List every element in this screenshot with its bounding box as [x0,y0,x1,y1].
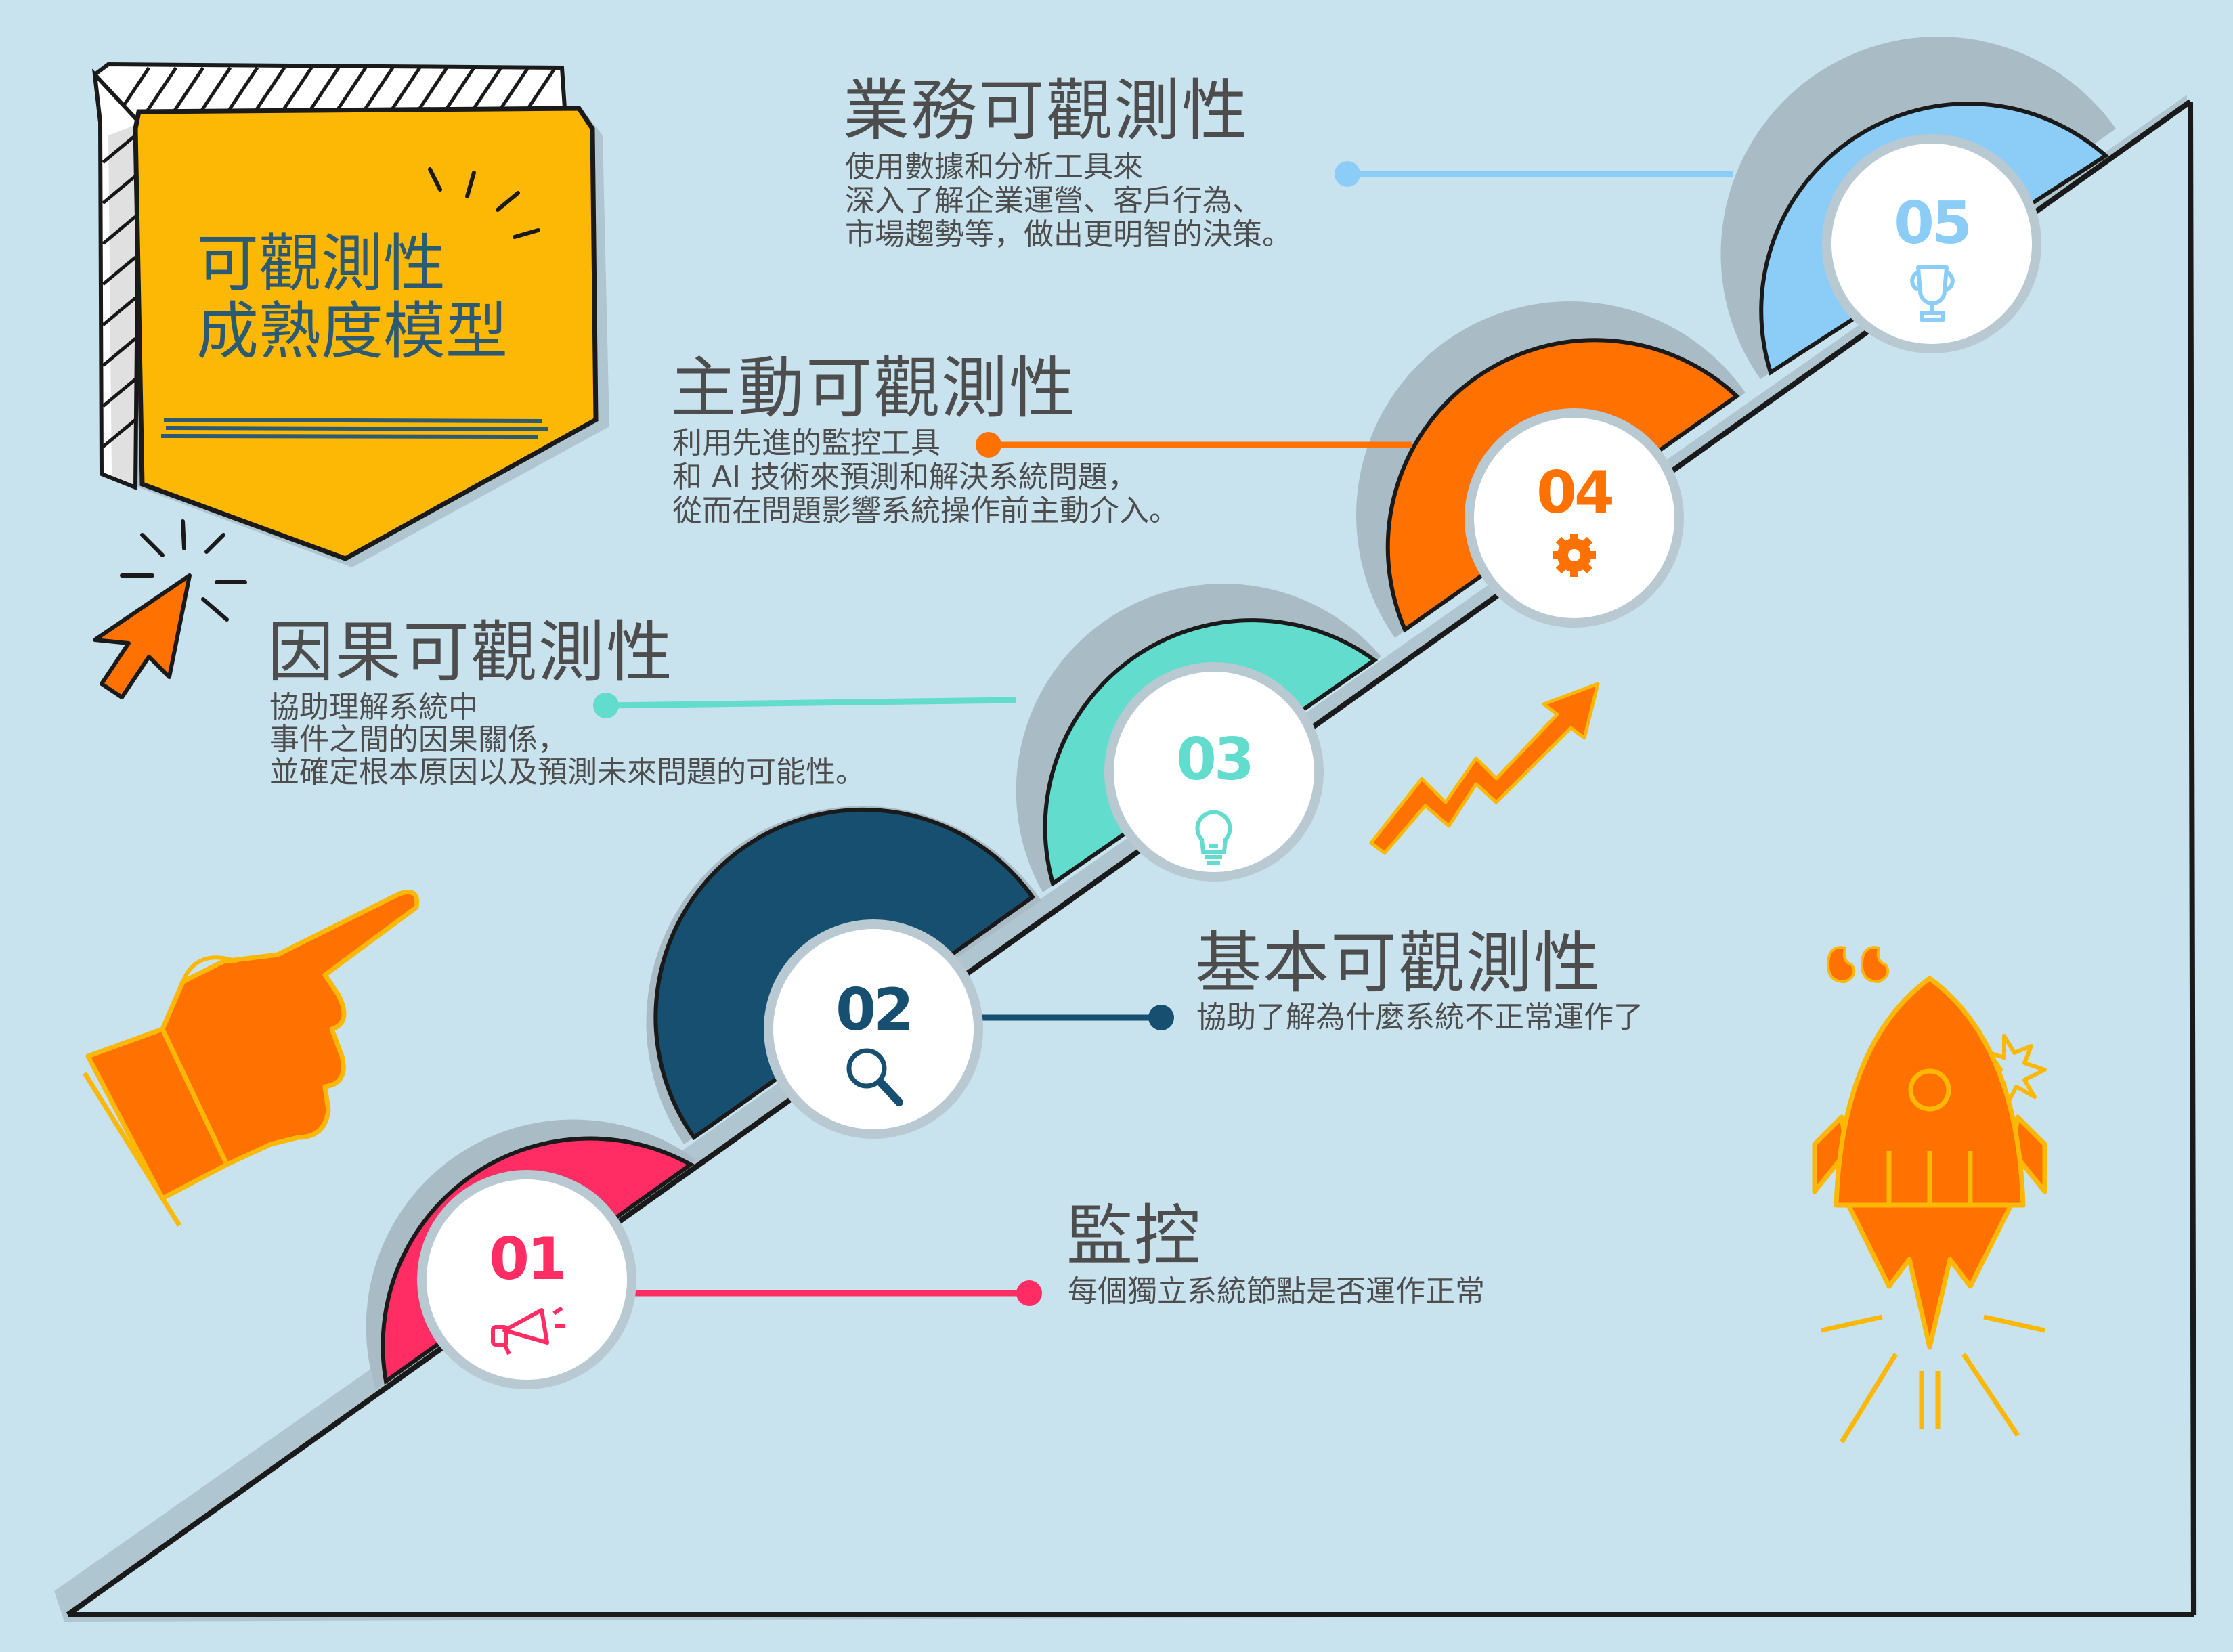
step-5-number: 05 [1894,190,1972,257]
lightbulb-icon [1195,810,1232,865]
level-5-desc-line-3: 市場趨勢等，做出更明智的決策。 [845,217,1292,252]
rocket-icon [1812,976,2047,1443]
level-3-desc-line-2: 事件之間的因果關係， [269,722,567,757]
connector-lines [605,171,1733,1297]
level-4-desc-line-2: 和 AI 技術來預測和解決系統問題， [672,460,1138,494]
pointing-hand-icon [83,890,420,1227]
level-3-desc-line-1: 協助理解系統中 [269,690,478,724]
connector-dots [593,161,1360,1306]
title-line-1: 可觀測性 [196,227,446,300]
magnifier-icon [846,1048,903,1106]
trophy-icon [1910,265,1955,322]
level-4-desc-line-1: 利用先進的監控工具 [672,426,940,460]
megaphone-icon [491,1306,565,1355]
title-badge [91,62,609,567]
level-4-heading: 主動可觀測性 [670,350,1077,427]
level-1-heading: 監控 [1066,1198,1202,1275]
step-3-number: 03 [1176,726,1255,794]
level-2-desc-line-1: 協助了解為什麼系統不正常運作了 [1196,1000,1643,1035]
level-5-desc-line-1: 使用數據和分析工具來 [845,150,1143,184]
level-3-heading: 因果可觀測性 [267,614,674,691]
quote-icon [1826,946,1890,984]
level-2-heading: 基本可觀測性 [1195,925,1602,1002]
step-1-number: 01 [489,1225,567,1293]
level-4-desc-line-3: 從而在問題影響系統操作前主動介入。 [672,494,1179,528]
step-circles [417,134,2041,1389]
level-5-heading: 業務可觀測性 [843,72,1250,150]
gear-icon [1553,534,1596,577]
cursor-icon [93,519,247,699]
step-2-number: 02 [836,976,914,1044]
step-4-number: 04 [1536,459,1615,527]
title-line-2: 成熟度模型 [196,295,508,368]
level-1-desc-line-1: 每個獨立系統節點是否運作正常 [1068,1274,1485,1309]
zigzag-arrow-icon [1369,682,1600,855]
level-3-desc-line-3: 並確定根本原因以及預測未來問題的可能性。 [269,755,865,789]
level-5-desc-line-2: 深入了解企業運營、客戶行為、 [845,183,1262,218]
